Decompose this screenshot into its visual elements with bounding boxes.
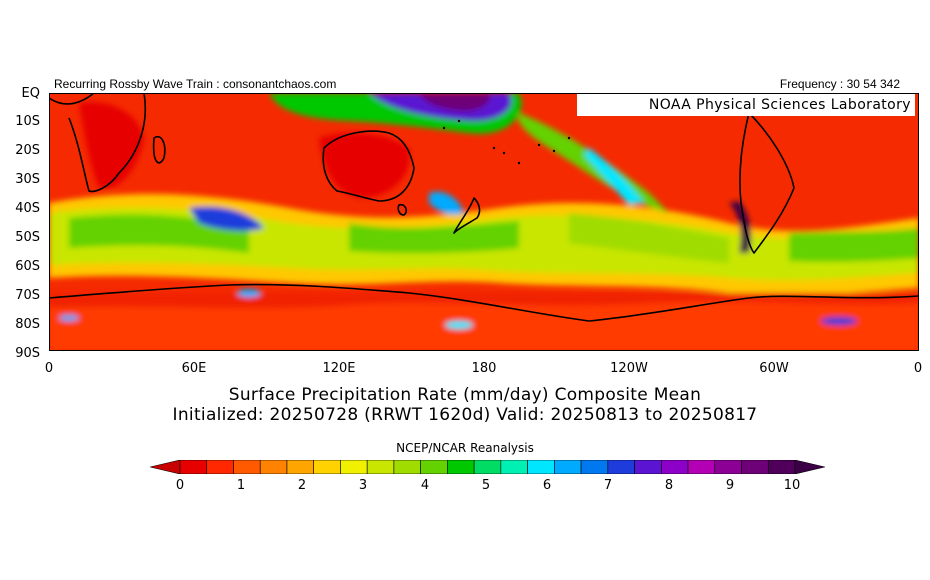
lon-label-60w: 60W [759,361,789,376]
colorbar-swatch [473,460,502,474]
colorbar-swatch [580,460,609,474]
colorbar-swatch [714,460,742,474]
lon-label-120w: 120W [610,361,648,376]
lat-label-30s: 30S [15,172,40,187]
colorbar-label: 5 [481,478,491,493]
colorbar-swatch [527,460,555,474]
lat-label-40s: 40S [15,201,40,216]
colorbar-label: 10 [783,478,801,493]
tasmania-coast [397,203,407,216]
colorbar-label: 3 [358,478,368,493]
colorbar-label: 8 [664,478,674,493]
antarctica-coast [49,283,919,322]
lat-label-20s: 20S [15,143,40,158]
lat-label-90s: 90S [15,346,40,361]
map-frame [49,93,919,351]
africa-coast [49,93,147,193]
colorbar-swatch [286,460,314,474]
new-zealand-coast [453,197,481,234]
south-america-coast [739,112,795,254]
colorbar-label: 1 [236,478,246,493]
colorbar-swatch [741,460,769,474]
lon-label-0-east: 0 [913,361,923,376]
colorbar-swatch [447,460,475,474]
colorbar-swatch [554,460,582,474]
colorbar-over-arrow [794,460,825,474]
lat-label-10s: 10S [15,114,40,129]
colorbar-label: 9 [725,478,735,493]
precip-field [49,93,919,351]
lon-label-60e: 60E [181,361,207,376]
coastlines [49,93,919,322]
map-title: Surface Precipitation Rate (mm/day) Comp… [228,385,702,405]
header-attribution: Recurring Rossby Wave Train : consonantc… [54,77,337,91]
colorbar-swatch [233,460,261,474]
colorbar-swatch [393,460,421,474]
lat-label-70s: 70S [15,288,40,303]
lon-label-120e: 120E [322,361,356,376]
tropical-islands [442,119,571,165]
lat-label-50s: 50S [15,230,40,245]
lat-label-60s: 60S [15,259,40,274]
colorbar-swatch [259,460,288,474]
lon-label-0: 0 [44,361,54,376]
header-frequency: Frequency : 30 54 342 [779,77,900,91]
colorbar-under-arrow [150,460,181,474]
colorbar-swatch [687,460,716,474]
colorbar-swatch [340,460,368,474]
lon-label-180: 180 [471,361,497,376]
colorbar-swatch [206,460,234,474]
australia-coast [322,130,415,202]
colorbar-label: 7 [603,478,613,493]
precipitation-map [49,93,919,351]
colorbar-swatch [661,460,689,474]
lat-label-eq: EQ [21,86,40,101]
colorbar-swatch [607,460,635,474]
colorbar [150,460,825,474]
colorbar-swatch [634,460,662,474]
colorbar-swatch [420,460,448,474]
colorbar-swatch [366,460,395,474]
colorbar-swatch [313,460,341,474]
colorbar-swatch [500,460,528,474]
colorbar-label: 6 [542,478,552,493]
data-source: NCEP/NCAR Reanalysis [396,441,534,455]
colorbar-swatch [767,460,796,474]
lab-label: NOAA Physical Sciences Laboratory [577,94,915,116]
colorbar-swatch [179,460,208,474]
colorbar-label: 4 [420,478,430,493]
colorbar-label: 2 [297,478,307,493]
map-subtitle: Initialized: 20250728 (RRWT 1620d) Valid… [172,405,758,425]
madagascar-coast [152,136,166,164]
colorbar-label: 0 [175,478,185,493]
lat-label-80s: 80S [15,317,40,332]
